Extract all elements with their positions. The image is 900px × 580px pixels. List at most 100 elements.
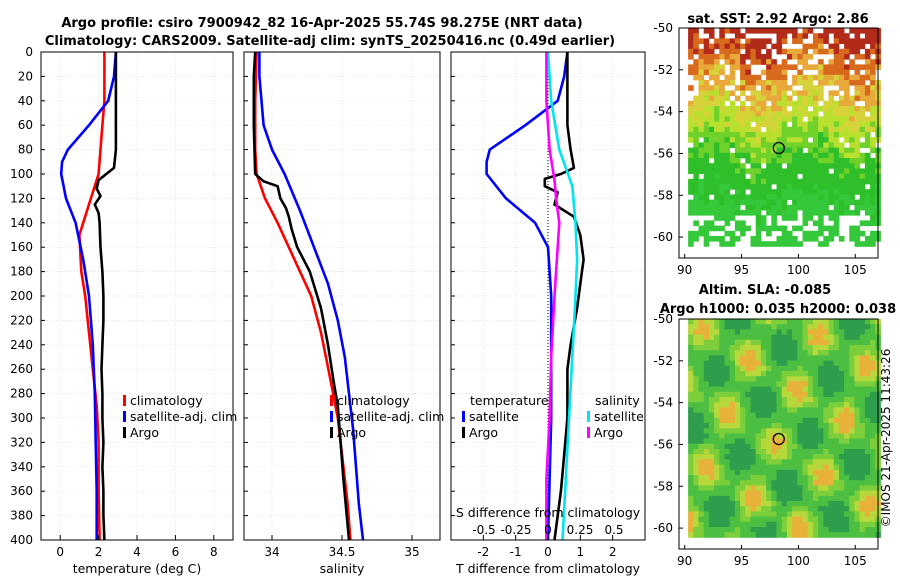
map-cell [797,516,803,523]
map-cell [766,230,772,237]
map-cell [688,158,694,164]
map-cell [792,402,798,408]
map-cell [833,449,840,455]
map-cell [807,194,814,200]
map-cell [703,495,710,502]
map-cell [719,381,725,387]
map-cell [797,100,803,107]
map-cell [734,391,741,398]
map-cell [807,199,814,206]
map-cell [833,194,840,200]
map-cell [745,365,751,372]
map-cell [740,381,746,387]
map-cell [870,116,876,122]
map-cell [864,475,871,481]
map-cell [854,386,861,393]
map-cell [740,142,746,148]
map-cell [823,339,829,346]
map-cell [802,391,809,398]
map-cell [859,158,866,164]
map-cell [693,459,699,465]
map-cell [818,433,824,439]
map-cell [786,95,793,102]
map-cell [776,147,783,154]
map-cell [864,391,871,398]
map-cell [688,85,694,91]
map-cell [734,386,741,393]
map-cell [703,516,710,523]
map-cell [833,407,840,413]
map-cell [828,158,835,164]
map-cell [786,163,793,169]
map-cell [838,199,845,206]
map-cell [786,329,793,335]
map-cell [854,391,861,398]
map-cell [688,241,694,247]
map-x-tick-label: 100 [787,263,810,277]
map-cell [818,501,824,507]
map-cell [864,121,871,128]
map-cell [719,495,725,502]
map-cell [698,464,705,471]
map-cell [870,417,876,424]
map-cell [792,64,798,70]
map-cell [833,69,840,76]
map-cell [766,438,772,445]
map-cell [776,454,783,460]
map-cell [750,163,757,169]
map-cell [714,381,720,387]
map-cell [797,469,803,476]
map-cell [849,475,855,481]
map-cell [719,64,725,70]
map-cell [859,381,866,387]
map-cell [818,173,824,180]
map-cell [724,527,731,533]
map-cell [802,516,809,523]
map-cell [740,454,746,460]
map-cell [792,480,798,486]
map-cell [693,74,699,81]
map-cell [838,454,845,460]
map-cell [859,485,866,491]
map-cell [745,423,751,429]
map-cell [734,365,741,372]
map-cell [812,100,819,107]
map-cell [750,407,757,413]
map-cell [771,407,777,413]
map-cell [693,194,699,200]
map-cell [760,189,767,195]
map-cell [766,142,772,148]
map-cell [776,38,783,44]
map-cell [755,220,762,226]
diff-legend-temp-argo-swatch [462,427,465,438]
map-cell [745,184,751,190]
map-cell [755,137,762,143]
map-cell [823,225,829,232]
map-cell [693,236,699,242]
map-cell [823,236,829,242]
map-cell [719,433,725,439]
map-cell [760,204,767,211]
map-cell [703,121,710,128]
map-cell [688,371,694,377]
map-cell [833,80,840,86]
map-cell [802,33,809,39]
map-cell [781,158,788,164]
map-cell [781,189,788,195]
map-cell [760,371,767,377]
map-cell [714,485,720,491]
map-cell [849,126,855,133]
map-cell [688,230,694,237]
map-cell [771,464,777,471]
map-cell [859,443,866,450]
map-cell [729,397,736,403]
map-y-tick-label: -50 [653,21,673,35]
map-cell [838,158,845,164]
map-cell [734,480,741,486]
map-cell [833,38,840,44]
map-cell [823,381,829,387]
map-cell [786,511,793,517]
y-tick-label: 260 [10,362,33,376]
map-cell [703,54,710,60]
map-cell [807,391,814,398]
